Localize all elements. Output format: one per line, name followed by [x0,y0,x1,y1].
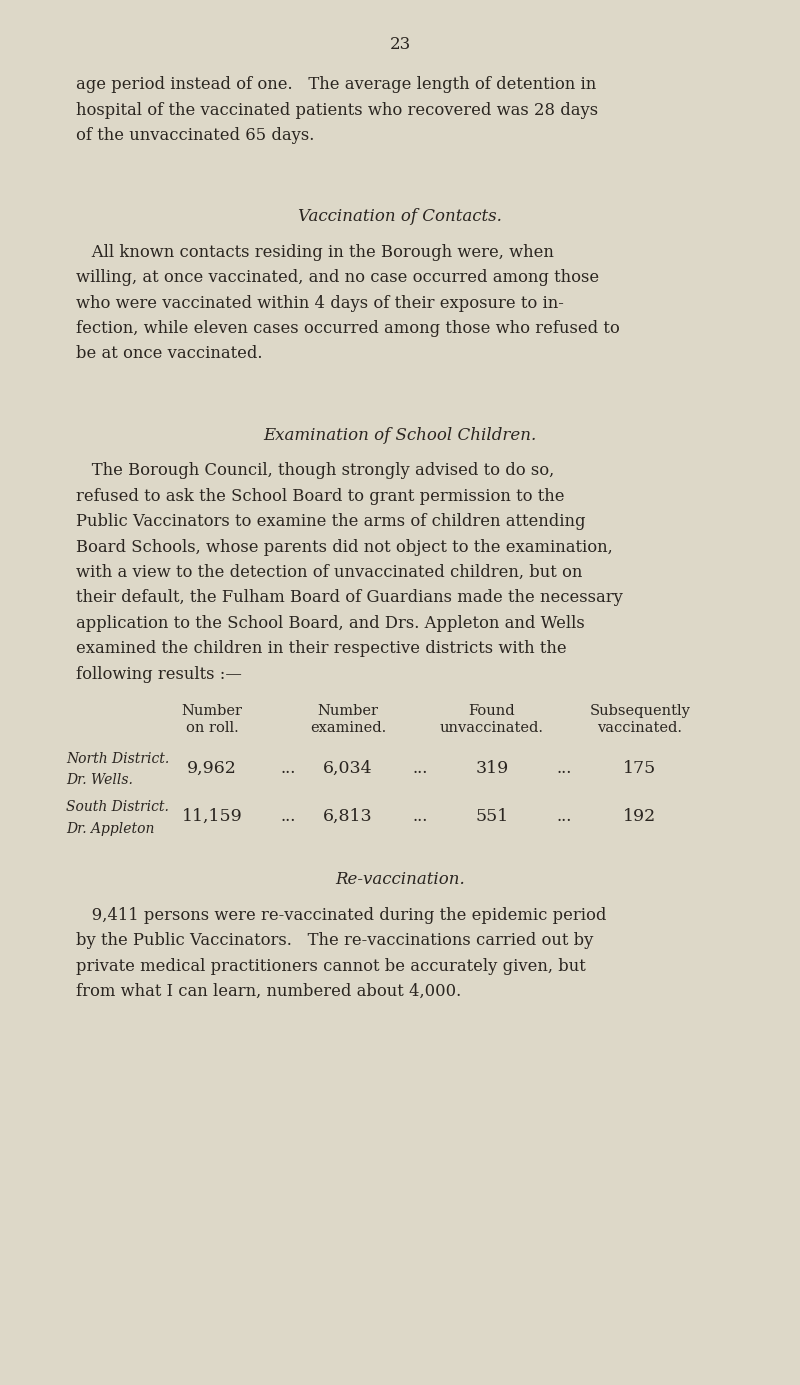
Text: 6,813: 6,813 [323,807,373,825]
Text: ...: ... [280,807,296,825]
Text: ...: ... [280,759,296,777]
Text: South District.: South District. [66,801,170,814]
Text: fection, while eleven cases occurred among those who refused to: fection, while eleven cases occurred amo… [76,320,620,337]
Text: All known contacts residing in the Borough were, when: All known contacts residing in the Borou… [76,244,554,260]
Text: 6,034: 6,034 [323,759,373,777]
Text: Dr. Appleton: Dr. Appleton [66,821,154,835]
Text: age period instead of one.   The average length of detention in: age period instead of one. The average l… [76,76,596,93]
Text: by the Public Vaccinators.   The re-vaccinations carried out by: by the Public Vaccinators. The re-vaccin… [76,932,594,949]
Text: ...: ... [412,759,428,777]
Text: 192: 192 [623,807,657,825]
Text: Public Vaccinators to examine the arms of children attending: Public Vaccinators to examine the arms o… [76,512,586,530]
Text: 175: 175 [623,759,657,777]
Text: application to the School Board, and Drs. Appleton and Wells: application to the School Board, and Drs… [76,615,585,632]
Text: of the unvaccinated 65 days.: of the unvaccinated 65 days. [76,127,314,144]
Text: Number
examined.: Number examined. [310,704,386,735]
Text: ...: ... [412,807,428,825]
Text: their default, the Fulham Board of Guardians made the necessary: their default, the Fulham Board of Guard… [76,589,623,607]
Text: Re-vaccination.: Re-vaccination. [335,871,465,888]
Text: who were vaccinated within 4 days of their exposure to in-: who were vaccinated within 4 days of the… [76,295,564,312]
Text: Found
unvaccinated.: Found unvaccinated. [440,704,544,735]
Text: from what I can learn, numbered about 4,000.: from what I can learn, numbered about 4,… [76,983,462,1000]
Text: Board Schools, whose parents did not object to the examination,: Board Schools, whose parents did not obj… [76,539,613,555]
Text: Vaccination of Contacts.: Vaccination of Contacts. [298,208,502,226]
Text: willing, at once vaccinated, and no case occurred among those: willing, at once vaccinated, and no case… [76,269,599,287]
Text: 9,962: 9,962 [187,759,237,777]
Text: refused to ask the School Board to grant permission to the: refused to ask the School Board to grant… [76,488,565,504]
Text: Number
on roll.: Number on roll. [182,704,242,735]
Text: ...: ... [556,759,572,777]
Text: ...: ... [556,807,572,825]
Text: with a view to the detection of unvaccinated children, but on: with a view to the detection of unvaccin… [76,564,582,580]
Text: hospital of the vaccinated patients who recovered was 28 days: hospital of the vaccinated patients who … [76,101,598,119]
Text: Dr. Wells.: Dr. Wells. [66,773,134,788]
Text: 9,411 persons were re-vaccinated during the epidemic period: 9,411 persons were re-vaccinated during … [76,907,606,924]
Text: examined the children in their respective districts with the: examined the children in their respectiv… [76,640,566,656]
Text: 551: 551 [475,807,509,825]
Text: North District.: North District. [66,752,170,766]
Text: The Borough Council, though strongly advised to do so,: The Borough Council, though strongly adv… [76,463,554,479]
Text: Subsequently
vaccinated.: Subsequently vaccinated. [590,704,690,735]
Text: Examination of School Children.: Examination of School Children. [263,427,537,443]
Text: 23: 23 [390,36,410,53]
Text: be at once vaccinated.: be at once vaccinated. [76,345,262,363]
Text: 11,159: 11,159 [182,807,242,825]
Text: private medical practitioners cannot be accurately given, but: private medical practitioners cannot be … [76,957,586,975]
Text: 319: 319 [475,759,509,777]
Text: following results :—: following results :— [76,666,242,683]
